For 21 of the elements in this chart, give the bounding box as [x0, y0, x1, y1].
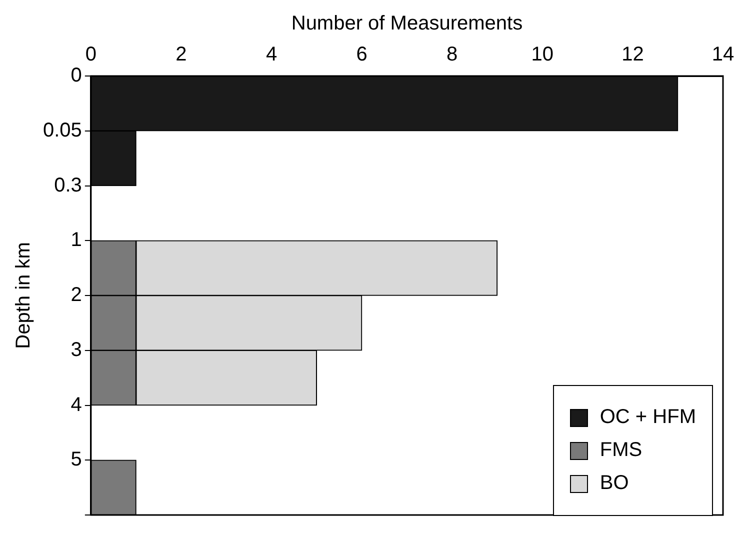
y-tick-label: 0.3	[54, 174, 82, 196]
y-tick-label: 0.05	[42, 119, 82, 142]
x-tick-label: 0	[85, 44, 96, 66]
x-tick-label: 4	[266, 44, 278, 66]
y-tick-label: 0	[70, 64, 82, 87]
y-tick-label: 2	[70, 284, 82, 306]
x-tick-label: 10	[531, 44, 554, 66]
legend-label: OC + HFM	[600, 406, 696, 429]
x-tick-label: 14	[712, 44, 734, 66]
legend-label: BO	[600, 472, 629, 495]
x-tick-label: 2	[176, 44, 187, 66]
y-tick-label: 5	[70, 448, 82, 471]
x-tick-label: 6	[356, 44, 368, 66]
x-tick-label: 8	[446, 44, 458, 66]
y-tick-label: 4	[70, 394, 82, 416]
x-tick-label: 12	[622, 44, 644, 66]
y-tick-label: 1	[70, 229, 82, 252]
legend-label: FMS	[600, 439, 642, 462]
x-axis-title: Number of Measurements	[291, 12, 523, 35]
y-axis-title: Depth in km	[12, 242, 35, 349]
y-tick-label: 3	[70, 338, 82, 361]
